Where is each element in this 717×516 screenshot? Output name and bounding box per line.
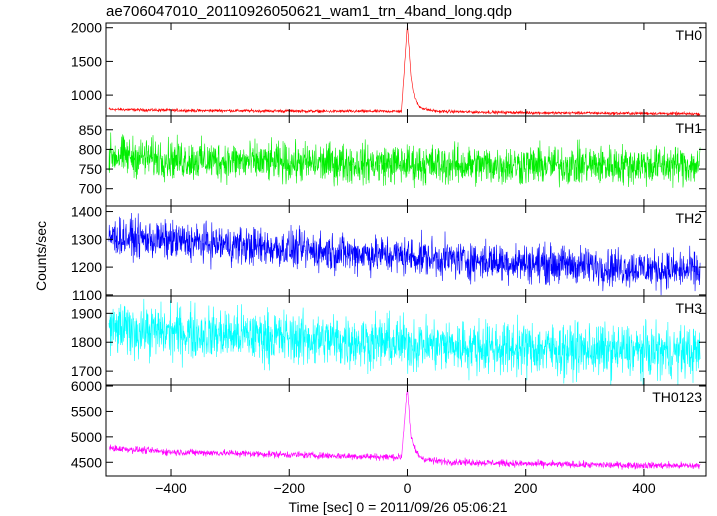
y-tick-label: 1900: [71, 305, 102, 321]
series-line-th2: [108, 212, 701, 296]
y-tick-label: 750: [79, 161, 103, 177]
x-tick-label: 200: [514, 480, 538, 496]
panel-frame: [105, 22, 707, 117]
panel-label: TH0: [676, 27, 703, 43]
y-tick-label: 1300: [71, 231, 102, 247]
chart-title: ae706047010_20110926050621_wam1_trn_4ban…: [106, 3, 512, 20]
panel-th0123: 4500 5000 5500 6000 TH0123: [71, 378, 707, 477]
series-line-th3: [108, 298, 701, 385]
panel-th3: 1700 1800 1900 TH3: [71, 295, 707, 386]
y-tick-label: 800: [79, 141, 103, 157]
y-tick-label: 1800: [71, 334, 102, 350]
x-axis-label: Time [sec] 0 = 2011/09/26 05:06:21: [288, 499, 507, 515]
y-tick-label: 1000: [71, 87, 102, 103]
y-tick-label: 4500: [71, 454, 102, 470]
x-tick-label: −400: [155, 480, 187, 496]
y-tick-label: 700: [79, 181, 103, 197]
y-tick-label: 5000: [71, 429, 102, 445]
y-tick-label: 1700: [71, 363, 102, 379]
y-tick-label: 1100: [72, 287, 102, 303]
x-tick-label: 400: [632, 480, 656, 496]
panel-th1: 700 750 800 850 TH1: [79, 115, 707, 207]
y-tick-label: 850: [79, 122, 103, 138]
series-line-th0: [108, 24, 701, 116]
x-axis: −400 −200 0 200 400: [155, 480, 656, 496]
series-line-th0123: [108, 387, 701, 470]
panels: 1000 1500 2000 TH0 700 750 800 850 TH1 1100 1200 13…: [71, 20, 707, 477]
panel-label: TH3: [676, 300, 703, 316]
x-tick-label: 0: [404, 480, 412, 496]
y-tick-label: 1500: [71, 53, 102, 69]
panel-label: TH1: [676, 120, 703, 136]
panel-th0: 1000 1500 2000 TH0: [71, 20, 707, 117]
series-line-th1: [108, 132, 701, 188]
y-axis-label: Counts/sec: [33, 221, 49, 291]
y-tick-label: 1200: [71, 259, 102, 275]
y-tick-label: 5500: [71, 403, 102, 419]
panel-frame: [105, 384, 707, 477]
y-tick-label: 6000: [71, 378, 102, 394]
panel-th2: 1100 1200 1300 1400 TH2: [71, 204, 707, 303]
y-tick-label: 1400: [71, 204, 102, 220]
panel-frame: [105, 205, 707, 297]
x-tick-label: −200: [273, 480, 305, 496]
y-tick-label: 2000: [71, 20, 102, 36]
panel-label: TH0123: [652, 389, 702, 405]
panel-label: TH2: [676, 210, 703, 226]
